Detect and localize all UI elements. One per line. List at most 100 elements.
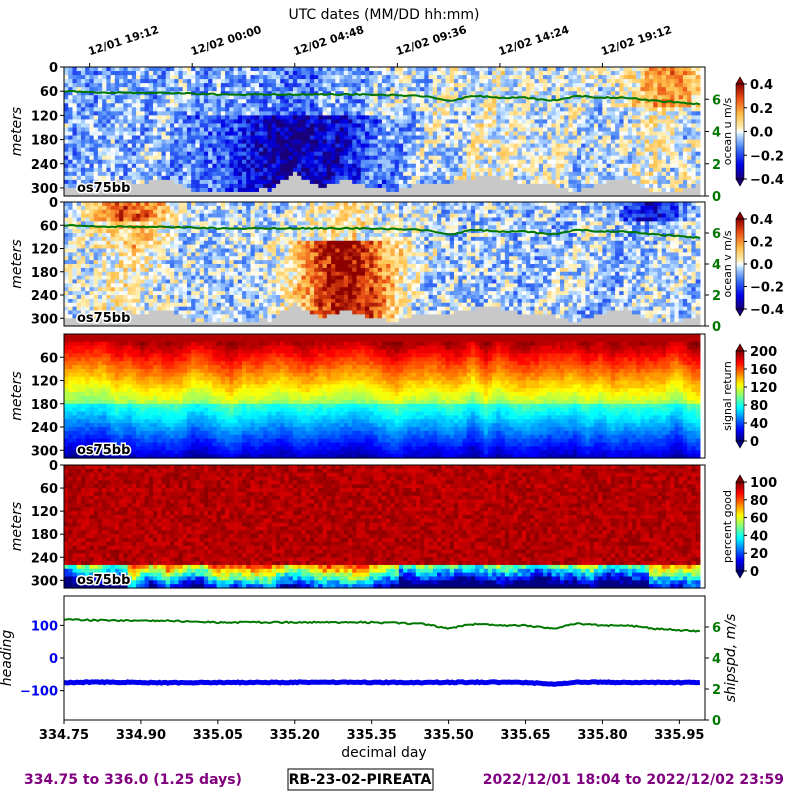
field-cell: [394, 87, 400, 92]
field-cell: [678, 191, 684, 197]
field-cell: [280, 127, 286, 133]
field-cell: [623, 131, 629, 137]
field-cell: [246, 123, 252, 129]
field-cell: [615, 119, 620, 125]
field-cell: [102, 67, 107, 72]
field-cell: [568, 175, 574, 181]
field-cell: [343, 147, 349, 153]
field-cell: [174, 115, 180, 121]
field-cell: [250, 111, 256, 116]
field-cell: [356, 139, 362, 145]
field-cell: [225, 111, 230, 116]
field-cell: [275, 147, 281, 153]
field-cell: [428, 155, 434, 161]
field-cell: [517, 67, 523, 72]
field-cell: [97, 123, 103, 129]
field-cell: [191, 127, 197, 133]
field-cell: [85, 111, 91, 116]
field-cell: [246, 163, 252, 169]
field-cell: [110, 79, 116, 84]
field-cell: [632, 155, 637, 161]
field-cell: [301, 131, 307, 137]
field-cell: [153, 139, 158, 145]
field-cell: [72, 221, 78, 226]
field-cell: [602, 147, 608, 153]
field-cell: [80, 159, 86, 165]
field-cell: [649, 111, 654, 116]
field-cell: [297, 91, 302, 96]
field-cell: [411, 191, 417, 197]
field-cell: [80, 115, 86, 121]
field-cell: [301, 119, 307, 125]
field-cell: [572, 131, 578, 137]
field-cell: [322, 79, 328, 84]
field-cell: [687, 155, 692, 161]
field-cell: [220, 139, 226, 145]
field-cell: [229, 179, 235, 185]
field-cell: [589, 143, 595, 149]
field-cell: [627, 191, 633, 197]
field-cell: [559, 179, 565, 185]
field-cell: [610, 75, 616, 80]
field-cell: [623, 115, 629, 121]
field-cell: [470, 79, 476, 84]
field-cell: [649, 83, 654, 88]
field-cell: [661, 187, 667, 193]
field-cell: [119, 139, 124, 145]
field-cell: [687, 119, 692, 125]
field-cell: [636, 71, 642, 76]
field-cell: [229, 83, 235, 88]
field-cell: [343, 155, 349, 161]
field-cell: [394, 147, 400, 153]
field-cell: [424, 135, 430, 141]
field-cell: [191, 135, 197, 141]
field-cell: [568, 119, 574, 125]
field-cell: [691, 95, 697, 100]
field-cell: [225, 179, 230, 185]
field-cell: [462, 91, 468, 96]
field-cell: [568, 103, 574, 108]
field-cell: [534, 171, 540, 177]
field-cell: [186, 107, 192, 112]
field-cell: [454, 95, 459, 100]
field-cell: [462, 163, 468, 169]
field-cell: [233, 71, 239, 76]
field-cell: [394, 131, 400, 137]
field-cell: [343, 119, 349, 125]
field-cell: [534, 179, 540, 185]
field-cell: [225, 159, 230, 165]
field-cell: [127, 131, 133, 137]
field-cell: [161, 175, 167, 181]
field-cell: [335, 95, 341, 100]
field-cell: [424, 175, 430, 181]
field-cell: [411, 91, 417, 96]
field-cell: [407, 67, 413, 72]
field-cell: [64, 159, 69, 165]
colorbar-tick-label: −0.4: [750, 173, 784, 188]
field-cell: [627, 147, 633, 153]
field-cell: [237, 103, 243, 108]
field-cell: [547, 167, 553, 173]
field-cell: [110, 75, 116, 80]
field-cell: [335, 159, 341, 165]
field-cell: [420, 75, 425, 80]
field-cell: [246, 75, 252, 80]
field-cell: [644, 95, 650, 100]
field-cell: [352, 71, 358, 76]
field-cell: [97, 103, 103, 108]
field-cell: [127, 159, 133, 165]
field-cell: [246, 179, 252, 185]
field-cell: [585, 143, 591, 149]
field-cell: [131, 167, 137, 173]
field-cell: [68, 252, 74, 257]
field-cell: [513, 159, 519, 165]
field-cell: [458, 111, 464, 116]
field-cell: [432, 139, 438, 145]
field-cell: [216, 111, 222, 116]
field-cell: [564, 143, 570, 149]
field-cell: [386, 67, 392, 72]
field-cell: [169, 167, 175, 173]
field-cell: [424, 115, 430, 121]
field-cell: [280, 79, 286, 84]
field-cell: [237, 79, 243, 84]
